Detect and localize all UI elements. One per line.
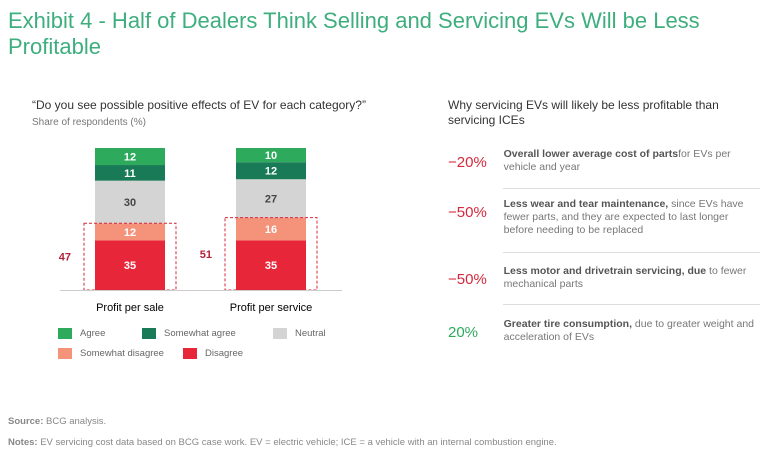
- legend-label: Somewhat agree: [164, 328, 236, 339]
- legend-swatch: [273, 328, 287, 339]
- legend-disagree: Disagree: [183, 348, 243, 359]
- right-panel-title: Why servicing EVs will likely be less pr…: [448, 98, 719, 127]
- segment-label: 11: [124, 168, 136, 180]
- source-label: Source:: [8, 416, 44, 427]
- legend-somewhat-disagree: Somewhat disagree: [58, 348, 164, 359]
- reason-rest: due to greater weight and acceleration o…: [503, 318, 755, 343]
- reason-bold: Greater tire consumption,: [503, 318, 632, 330]
- segment-label: 35: [265, 260, 277, 272]
- notes-text: EV servicing cost data based on BCG case…: [37, 437, 557, 448]
- reason-text: Overall lower average cost of partsfor E…: [504, 148, 760, 174]
- disagree-highlight-box: [83, 222, 177, 291]
- reason-rest: for EVs per vehicle and year: [503, 148, 731, 173]
- category-label: Profit per service: [230, 302, 313, 314]
- legend-swatch: [58, 348, 72, 359]
- source-note: Source: BCG analysis.: [8, 416, 106, 427]
- stacked-bar-chart: 35 12 30 11 12 47 Profit per sale 35 16 27 12 10 51 P…: [59, 148, 342, 314]
- segment-label: 10: [265, 150, 277, 162]
- segment-label: 35: [124, 260, 136, 272]
- bar-segment-agree: [95, 148, 165, 166]
- reason-rest: to fewer mechanical parts: [503, 265, 747, 290]
- reason-value: −50%: [448, 204, 487, 221]
- reason-value: 20%: [448, 324, 479, 341]
- legend-somewhat-agree: Somewhat agree: [142, 328, 236, 339]
- legend-neutral: Neutral: [273, 328, 326, 339]
- bar-segment-somewhat-disagree: [95, 223, 165, 241]
- reason-bold: Less wear and tear maintenance,: [503, 198, 669, 210]
- reason-text: Less motor and drivetrain servicing, due…: [504, 265, 760, 291]
- reason-item: −50% Less wear and tear maintenance, sinc…: [448, 198, 760, 237]
- disagree-total-label: 47: [59, 252, 71, 264]
- segment-label: 27: [265, 193, 277, 205]
- notes: Notes: EV servicing cost data based on B…: [8, 437, 557, 448]
- reason-bold: Overall lower average cost of parts: [503, 148, 679, 160]
- reason-item: 20% Greater tire consumption, due to grea…: [448, 318, 760, 344]
- source-text: BCG analysis.: [43, 416, 107, 427]
- reason-text: Less wear and tear maintenance, since EV…: [504, 198, 760, 237]
- reason-value: −20%: [448, 154, 487, 171]
- legend-agree: Agree: [58, 328, 105, 339]
- reason-rest: since EVs have fewer parts, and they are…: [503, 198, 744, 236]
- divider: [503, 304, 760, 305]
- reason-item: −50% Less motor and drivetrain servicing,…: [448, 265, 760, 291]
- legend-label: Neutral: [295, 328, 326, 339]
- bar-segment-neutral: [236, 179, 306, 218]
- reason-item: −20% Overall lower average cost of partsf…: [448, 148, 760, 174]
- bar-segment-agree: [236, 148, 306, 163]
- legend-swatch: [142, 328, 156, 339]
- segment-label: 12: [124, 152, 136, 164]
- legend-label: Somewhat disagree: [80, 348, 164, 359]
- page-title: Exhibit 4 - Half of Dealers Think Sellin…: [8, 8, 700, 59]
- reason-value: −50%: [448, 271, 487, 288]
- divider: [503, 252, 760, 253]
- disagree-total-label: 51: [200, 249, 212, 261]
- bar-segment-disagree: [236, 240, 306, 290]
- chart-ylabel: Share of respondents (%): [32, 117, 146, 128]
- bar-segment-somewhat-agree: [236, 162, 306, 180]
- segment-label: 30: [124, 197, 136, 209]
- segment-label: 16: [265, 224, 277, 236]
- category-label: Profit per sale: [96, 302, 164, 314]
- reason-text: Greater tire consumption, due to greater…: [504, 318, 760, 344]
- chart-title: “Do you see possible positive effects of…: [32, 98, 366, 112]
- legend-swatch: [58, 328, 72, 339]
- reason-bold: Less motor and drivetrain servicing, due: [503, 265, 707, 277]
- segment-label: 12: [265, 166, 277, 178]
- legend-label: Agree: [80, 328, 106, 339]
- bar-segment-somewhat-agree: [95, 165, 165, 181]
- bar-segment-neutral: [95, 180, 165, 224]
- bar-segment-disagree: [95, 240, 165, 290]
- segment-label: 12: [124, 227, 136, 239]
- legend-swatch: [183, 348, 197, 359]
- bar-segment-somewhat-disagree: [236, 217, 306, 241]
- divider: [503, 188, 760, 189]
- notes-label: Notes:: [8, 437, 38, 448]
- legend-label: Disagree: [205, 348, 244, 359]
